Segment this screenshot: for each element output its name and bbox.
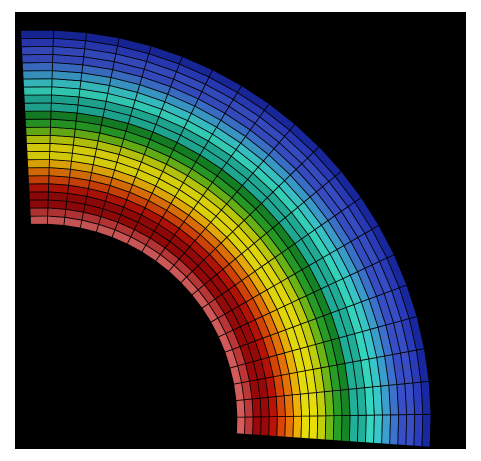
shading-band [229, 316, 425, 385]
shading-band [233, 348, 430, 401]
shading-band [127, 69, 242, 252]
shading-band [20, 30, 54, 225]
shading-band [191, 171, 362, 309]
shading-band [201, 197, 379, 323]
shading-band [141, 85, 270, 262]
shading-band [180, 146, 342, 295]
shading-band [96, 45, 183, 238]
mesh-cells [20, 29, 432, 448]
shading-band [155, 103, 296, 272]
shading-band [218, 254, 407, 353]
contour-mesh [20, 29, 432, 448]
shading-band [112, 56, 213, 244]
shading-band [210, 225, 395, 337]
shading-band [47, 30, 87, 226]
shading-band [168, 124, 320, 283]
shading-band [63, 32, 120, 228]
shading-band [80, 37, 152, 232]
mesh-cell [20, 29, 55, 40]
shading-band [236, 381, 431, 418]
mesh-shading [20, 30, 431, 448]
shading-band [236, 414, 431, 448]
shading-band [224, 285, 417, 368]
plot-viewport [15, 12, 466, 449]
